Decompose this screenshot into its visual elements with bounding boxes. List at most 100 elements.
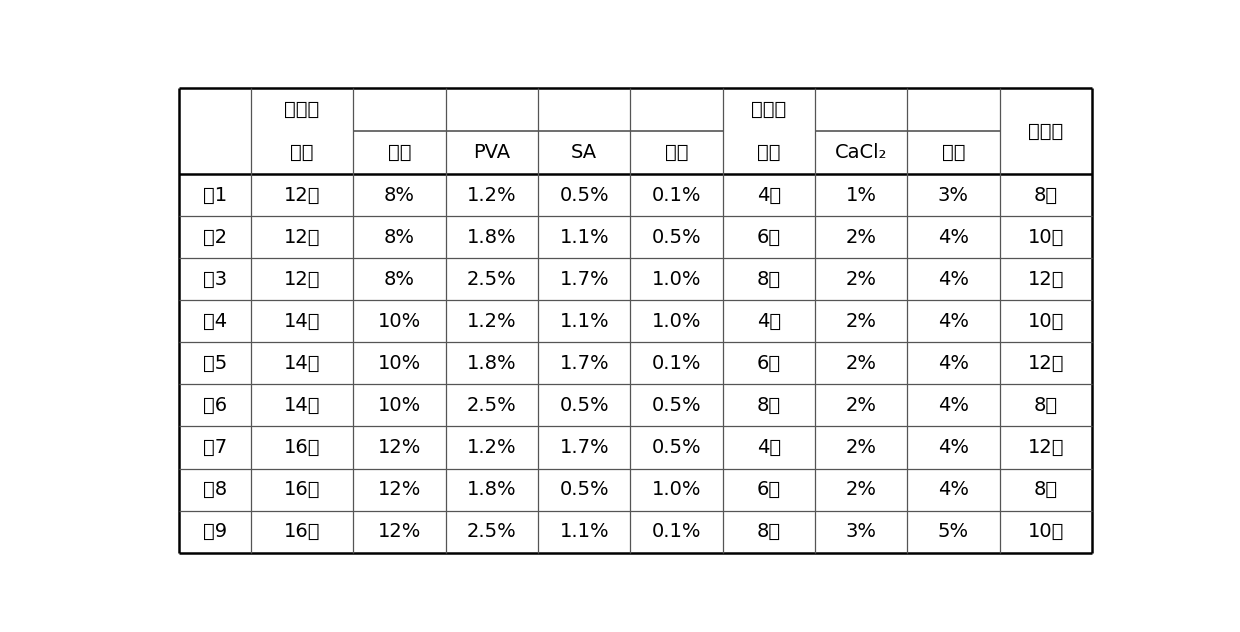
Text: 实3: 实3	[203, 270, 227, 289]
Text: 实2: 实2	[203, 228, 227, 246]
Text: 0.1%: 0.1%	[652, 522, 702, 541]
Text: 10%: 10%	[378, 396, 422, 415]
Text: 6份: 6份	[756, 354, 781, 373]
Text: 铁粉: 铁粉	[665, 143, 688, 162]
Text: 4%: 4%	[937, 480, 968, 499]
Text: 8份: 8份	[756, 270, 781, 289]
Text: 4份: 4份	[756, 438, 781, 457]
Text: SA: SA	[572, 143, 598, 162]
Text: 1.7%: 1.7%	[559, 438, 609, 457]
Text: 实5: 实5	[203, 354, 227, 373]
Text: 3%: 3%	[846, 522, 877, 541]
Text: 4%: 4%	[937, 312, 968, 331]
Text: 2%: 2%	[846, 480, 877, 499]
Text: 1.2%: 1.2%	[467, 438, 517, 457]
Text: 1.0%: 1.0%	[652, 270, 702, 289]
Text: 10%: 10%	[378, 312, 422, 331]
Text: 2%: 2%	[846, 228, 877, 246]
Text: 2.5%: 2.5%	[467, 522, 517, 541]
Text: 8%: 8%	[384, 186, 415, 205]
Text: 4%: 4%	[937, 396, 968, 415]
Text: 淀粉: 淀粉	[388, 143, 412, 162]
Text: 1.0%: 1.0%	[652, 480, 702, 499]
Text: 溶液: 溶液	[290, 143, 314, 162]
Text: 0.5%: 0.5%	[559, 186, 609, 205]
Text: 14份: 14份	[284, 312, 320, 331]
Text: 4份: 4份	[756, 186, 781, 205]
Text: 实1: 实1	[203, 186, 227, 205]
Text: 8份: 8份	[1034, 480, 1058, 499]
Text: 8份: 8份	[1034, 396, 1058, 415]
Text: 实9: 实9	[203, 522, 227, 541]
Text: 交联剂: 交联剂	[751, 100, 786, 119]
Text: 1.1%: 1.1%	[559, 228, 609, 246]
Text: 实8: 实8	[203, 480, 227, 499]
Text: 8%: 8%	[384, 228, 415, 246]
Text: 12%: 12%	[378, 438, 422, 457]
Text: 1.8%: 1.8%	[467, 354, 517, 373]
Text: 12%: 12%	[378, 480, 422, 499]
Text: 1%: 1%	[846, 186, 877, 205]
Text: 14份: 14份	[284, 354, 320, 373]
Text: 12份: 12份	[284, 270, 320, 289]
Text: 4份: 4份	[756, 312, 781, 331]
Text: 2%: 2%	[846, 270, 877, 289]
Text: 1.2%: 1.2%	[467, 186, 517, 205]
Text: 2%: 2%	[846, 438, 877, 457]
Text: 8份: 8份	[756, 522, 781, 541]
Text: 1.8%: 1.8%	[467, 228, 517, 246]
Text: 2%: 2%	[846, 312, 877, 331]
Text: 14份: 14份	[284, 396, 320, 415]
Text: 16份: 16份	[284, 438, 320, 457]
Text: 1.8%: 1.8%	[467, 480, 517, 499]
Text: 6份: 6份	[756, 480, 781, 499]
Text: 6份: 6份	[756, 228, 781, 246]
Text: 10份: 10份	[1028, 522, 1064, 541]
Text: 10份: 10份	[1028, 312, 1064, 331]
Text: 0.1%: 0.1%	[652, 354, 702, 373]
Text: 0.5%: 0.5%	[559, 396, 609, 415]
Text: CaCl₂: CaCl₂	[835, 143, 888, 162]
Text: 溶液: 溶液	[758, 143, 781, 162]
Text: 12份: 12份	[1028, 354, 1064, 373]
Text: 实4: 实4	[203, 312, 227, 331]
Text: 1.7%: 1.7%	[559, 270, 609, 289]
Text: 8%: 8%	[384, 270, 415, 289]
Text: 1.2%: 1.2%	[467, 312, 517, 331]
Text: 2%: 2%	[846, 354, 877, 373]
Text: 16份: 16份	[284, 480, 320, 499]
Text: 0.5%: 0.5%	[652, 438, 702, 457]
Text: 0.1%: 0.1%	[652, 186, 702, 205]
Text: 3%: 3%	[937, 186, 968, 205]
Text: 2.5%: 2.5%	[467, 270, 517, 289]
Text: 4%: 4%	[937, 354, 968, 373]
Text: 实7: 实7	[203, 438, 227, 457]
Text: 0.5%: 0.5%	[652, 396, 702, 415]
Text: 实6: 实6	[203, 396, 227, 415]
Text: 硼酸: 硼酸	[941, 143, 965, 162]
Text: 10份: 10份	[1028, 228, 1064, 246]
Text: 4%: 4%	[937, 228, 968, 246]
Text: 1.1%: 1.1%	[559, 522, 609, 541]
Text: 10%: 10%	[378, 354, 422, 373]
Text: 1.0%: 1.0%	[652, 312, 702, 331]
Text: 2%: 2%	[846, 396, 877, 415]
Text: 1.1%: 1.1%	[559, 312, 609, 331]
Text: 8份: 8份	[1034, 186, 1058, 205]
Text: 4%: 4%	[937, 438, 968, 457]
Text: 12份: 12份	[284, 186, 320, 205]
Text: 1.7%: 1.7%	[559, 354, 609, 373]
Text: 12份: 12份	[284, 228, 320, 246]
Text: 5%: 5%	[937, 522, 968, 541]
Text: 12份: 12份	[1028, 270, 1064, 289]
Text: 包埋剂: 包埋剂	[284, 100, 320, 119]
Text: 12%: 12%	[378, 522, 422, 541]
Text: PVA: PVA	[474, 143, 511, 162]
Text: 0.5%: 0.5%	[652, 228, 702, 246]
Text: 微生物: 微生物	[1028, 121, 1064, 140]
Text: 8份: 8份	[756, 396, 781, 415]
Text: 4%: 4%	[937, 270, 968, 289]
Text: 0.5%: 0.5%	[559, 480, 609, 499]
Text: 12份: 12份	[1028, 438, 1064, 457]
Text: 2.5%: 2.5%	[467, 396, 517, 415]
